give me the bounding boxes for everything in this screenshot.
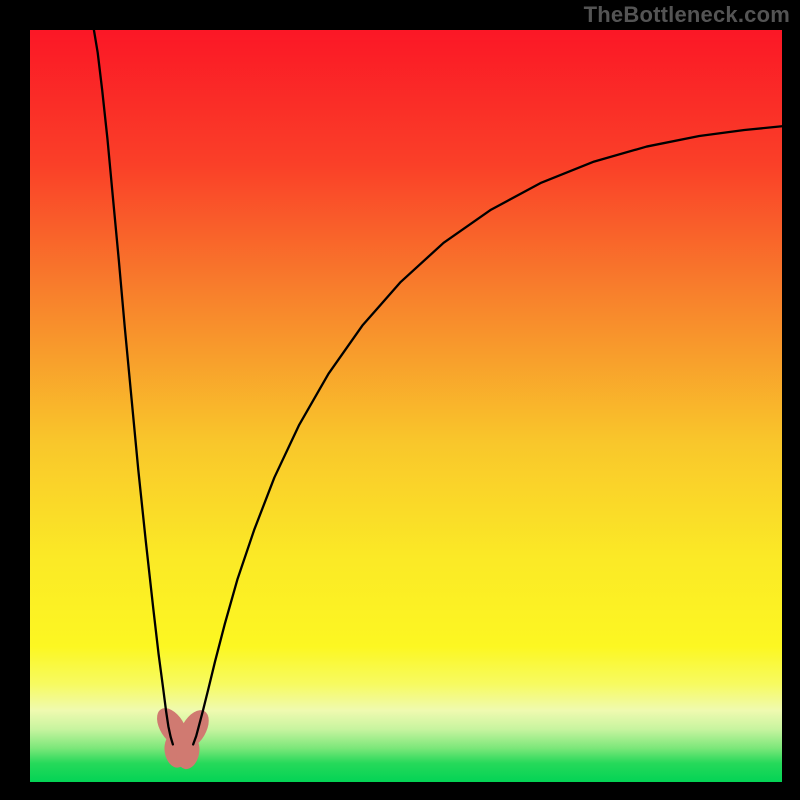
plot-area [30,30,782,782]
figure-root: TheBottleneck.com [0,0,800,800]
plot-svg [30,30,782,782]
watermark-text: TheBottleneck.com [584,2,790,28]
